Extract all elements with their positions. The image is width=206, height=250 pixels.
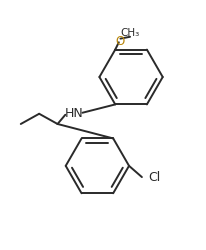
Text: O: O [115, 35, 124, 48]
Text: HN: HN [64, 107, 83, 120]
Text: CH₃: CH₃ [120, 28, 139, 38]
Text: Cl: Cl [148, 170, 160, 183]
